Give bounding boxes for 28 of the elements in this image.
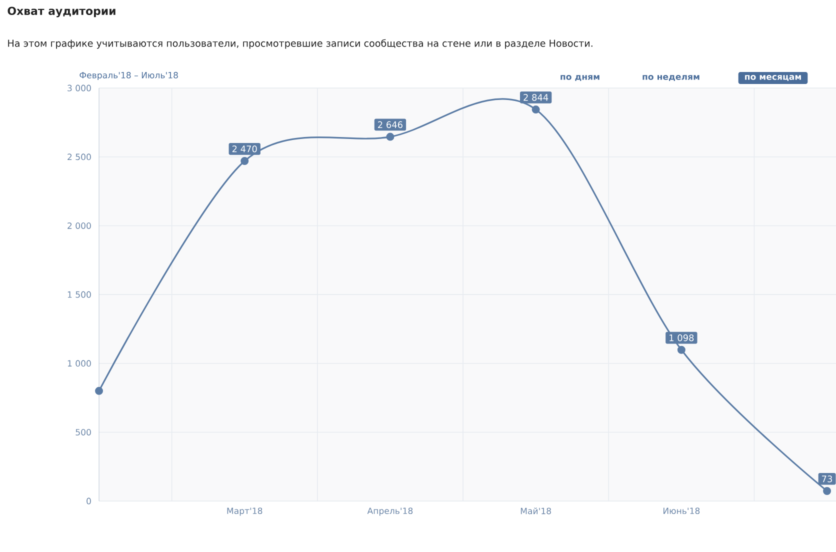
- data-label: 1 098: [670, 334, 694, 342]
- point: [95, 386, 104, 395]
- point: [386, 132, 394, 141]
- point: [823, 487, 832, 495]
- point: [677, 346, 686, 354]
- y-tick-label: 2 000: [68, 222, 91, 229]
- text: Февраль'18 – Июль'18: [80, 72, 178, 80]
- data-label: 73: [822, 476, 832, 482]
- x-tick-label: Апрель'18: [367, 508, 413, 516]
- y-tick-label: 3 000: [68, 84, 91, 92]
- y-tick-label: 1 000: [68, 360, 91, 367]
- chart-title: Охват аудитории: [8, 6, 116, 18]
- text: по месяцам: [745, 75, 801, 81]
- data-label: 2 470: [232, 146, 257, 152]
- y-tick-label: 0: [86, 498, 91, 504]
- y-tick-label: 500: [76, 428, 91, 436]
- y-tick-label: 2 500: [68, 154, 91, 160]
- data-label: 2 646: [378, 121, 402, 128]
- text: по дням: [560, 75, 600, 81]
- x-tick-label: Март'18: [227, 508, 262, 516]
- chart-subtitle: На этом графике учитываются пользователи, просмотревшие записи сообщества на стене или в разделе Новости.: [8, 39, 592, 49]
- y-tick-label: 1 500: [68, 291, 91, 298]
- text: по неделям: [642, 75, 700, 81]
- data-label: 2 844: [524, 94, 548, 101]
- point: [532, 106, 540, 114]
- x-tick-label: Май'18: [520, 508, 551, 514]
- x-tick-label: Июнь'18: [664, 508, 700, 514]
- point: [240, 157, 249, 166]
